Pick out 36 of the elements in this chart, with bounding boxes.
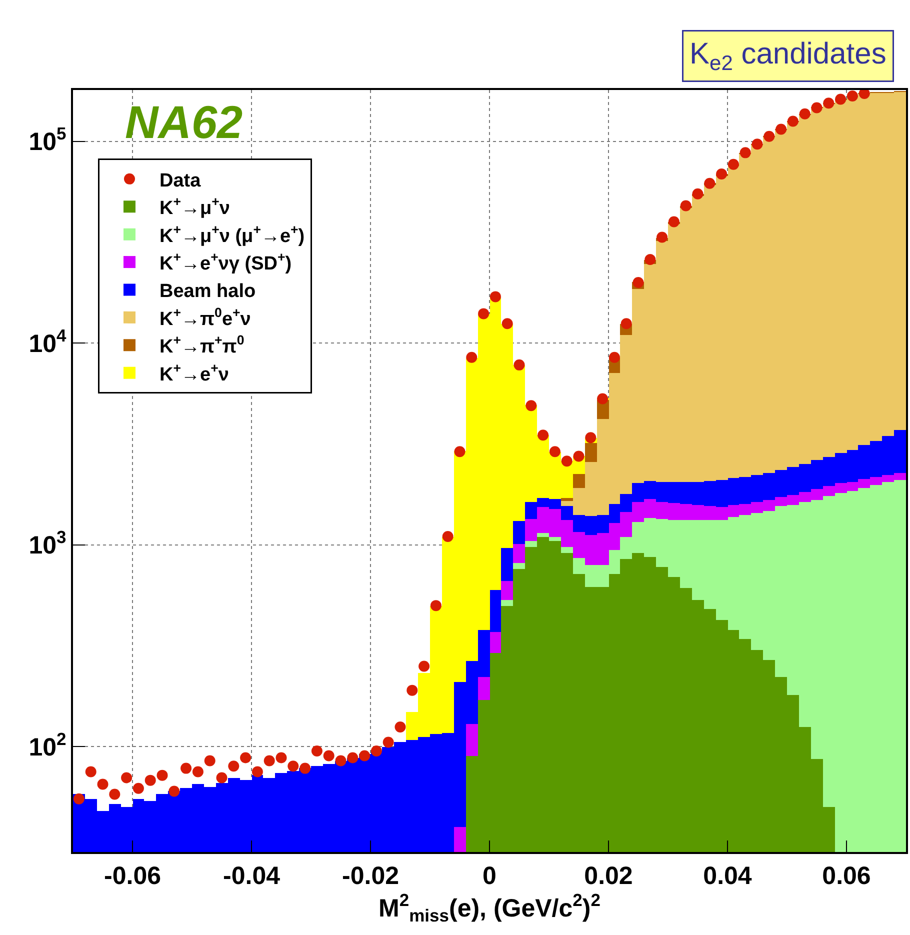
bar <box>561 547 573 553</box>
text: K$^{+}$→μ$^{+}$ν (μ$^{+}$→e$^{+}$) <box>159 222 305 247</box>
y-tick-label: 10$^{5}$ <box>28 124 67 156</box>
bar <box>561 498 573 501</box>
bar <box>549 537 561 541</box>
legend-label: K$^{+}$→π$^{0}$e$^{+}$ν <box>159 304 251 330</box>
bar <box>501 581 513 600</box>
annotation: NA62 <box>125 96 244 148</box>
x-tick-label: 0.04 <box>703 862 752 890</box>
legend-label: K$^{+}$→μ$^{+}$ν <box>159 194 230 220</box>
y-tick-label: 10$^{4}$ <box>28 325 67 358</box>
bar <box>478 677 490 700</box>
bar <box>525 541 537 547</box>
bar <box>490 632 501 653</box>
x-axis-title: M$^{2}$$_{miss}$(e), (GeV/c$^{2}$)$^{2}$ <box>378 890 601 926</box>
x-tick-label: -0.06 <box>104 862 161 890</box>
bar <box>513 544 525 563</box>
y-tick-label: 10$^{2}$ <box>28 728 67 762</box>
x-tick-label: 0.02 <box>584 862 633 890</box>
bar <box>501 548 513 581</box>
bar <box>513 563 525 569</box>
legend-label: Beam halo <box>159 281 256 302</box>
y-tick-label: 10$^{3}$ <box>28 527 67 560</box>
x-tick-label: -0.02 <box>342 862 399 890</box>
legend-label: K$^{+}$→e$^{+}$νγ (SD$^{+}$) <box>159 249 292 274</box>
legend-label: K$^{+}$→π$^{+}$π$^{0}$ <box>159 332 244 358</box>
legend-label: K$^{+}$→e$^{+}$ν <box>159 360 229 386</box>
x-tick-label: 0 <box>482 862 496 890</box>
x-tick-label: 0.06 <box>822 862 871 890</box>
bar <box>573 474 585 488</box>
x-tick-label: -0.04 <box>223 862 280 890</box>
bar <box>513 521 525 544</box>
bar <box>537 533 549 537</box>
bar <box>501 600 513 606</box>
legend-label: Data <box>159 170 202 192</box>
chart-title: K$_{e2}$ candidates <box>690 38 886 75</box>
